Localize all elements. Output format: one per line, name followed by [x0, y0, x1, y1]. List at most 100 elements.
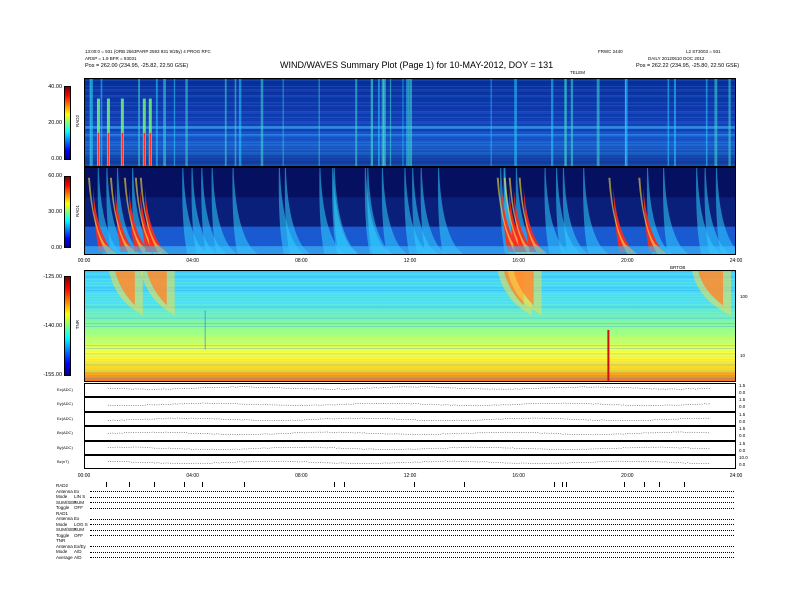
tnr-spectrogram	[84, 270, 736, 382]
mode-row-track	[90, 529, 734, 531]
tnr-tick-top: -125.00	[43, 274, 62, 280]
mode-group-title: TNR	[56, 538, 66, 543]
event-mark	[129, 482, 130, 487]
header-right-line3: Pos = 262.22 (234.95, -25.80, 22.50 GSE)	[636, 63, 740, 69]
event-mark	[154, 482, 155, 487]
strip-panel	[84, 440, 736, 455]
strip-right-tick: 1.5	[739, 426, 746, 432]
rad2-spectrogram	[84, 78, 736, 167]
mode-row-value: LIN S	[74, 494, 86, 499]
mode-row-track	[90, 557, 734, 558]
strip-right-tick: 0.0	[739, 447, 746, 453]
mode-row-value: A/D	[74, 549, 82, 554]
time-tick: 24:00	[729, 258, 743, 264]
mode-row-key: Antenna	[56, 543, 73, 549]
time-tick: 00:00	[77, 258, 91, 264]
mode-row-track	[90, 535, 734, 536]
strip-label: Bz(nT)	[57, 459, 69, 464]
strip-label: Ez(ADC)	[57, 415, 73, 421]
event-mark	[659, 482, 660, 487]
strip-label: Ex(ADC)	[57, 387, 73, 392]
tnr-label: TNR	[75, 320, 80, 330]
time-axis-bottom: 00:00 04:00 08:00 12:00 16:00 20:00 24:00	[78, 473, 743, 481]
rad1-tick-bottom: 0.00	[51, 245, 62, 251]
tnr-right-tick-100: 100	[740, 294, 748, 299]
time-axis-top: 00:00 04:00 08:00 12:00 16:00 20:00 24:00	[78, 258, 743, 266]
mode-row-track	[90, 551, 734, 553]
mode-row-track	[90, 491, 734, 492]
event-mark	[684, 482, 685, 487]
mode-row-track	[90, 502, 734, 503]
strip-trace	[107, 417, 711, 421]
strip-panel	[84, 383, 736, 398]
mode-row-value: OFF	[74, 532, 83, 538]
mode-row-key: Antenna	[56, 488, 73, 494]
mode-row-key: Antenna	[56, 516, 73, 521]
header-right-line2: DAILY 20120510 DOC 2012	[648, 56, 705, 61]
tnr-right-label: BRTOB	[670, 265, 686, 270]
mode-row-key: Toggle	[56, 532, 70, 538]
rad1-colorbar	[64, 176, 71, 248]
tnr-right-tick-10: 10	[740, 353, 746, 358]
mode-row-track	[90, 507, 734, 509]
mode-row-key: Average	[56, 554, 73, 560]
header-subtitle-small: TELEM	[570, 70, 586, 75]
event-mark	[566, 482, 567, 487]
mode-row-value: A/D	[74, 554, 82, 560]
strip-right-tick: 1.5	[739, 411, 746, 417]
time-tick: 04:00	[186, 473, 199, 479]
mode-row-value: SUM	[74, 527, 84, 532]
time-tick: 16:00	[512, 258, 525, 264]
rad1-tick-top: 60.00	[48, 173, 62, 179]
mode-row-track	[90, 524, 734, 525]
tnr-tick-mid: -140.00	[43, 323, 62, 329]
time-tick: 00:00	[77, 473, 91, 479]
event-mark	[244, 482, 245, 487]
time-tick: 24:00	[729, 473, 743, 479]
rad1-spectrogram	[84, 167, 736, 255]
event-mark	[644, 482, 645, 487]
strip-right-tick: 0.0	[739, 433, 746, 439]
time-tick: 20:00	[621, 258, 634, 264]
page-title: WIND/WAVES Summary Plot (Page 1) for 10-…	[280, 60, 554, 70]
mode-row-value: SUM	[74, 499, 84, 505]
strip-right-tick: 0.0	[739, 390, 746, 395]
rad2-tick-bottom: 0.00	[51, 156, 62, 162]
event-mark	[562, 482, 563, 487]
mode-group-title: RAD1	[56, 510, 69, 516]
strip-trace	[107, 446, 711, 450]
mode-row-key: Mode	[56, 549, 68, 554]
event-mark	[554, 482, 555, 487]
rad1-tick-mid: 30.00	[48, 209, 62, 215]
time-tick: 12:00	[403, 473, 417, 479]
rad2-label: RAD2	[75, 115, 80, 128]
rad2-tick-mid: 20.00	[48, 120, 62, 126]
strip-right-tick: 1.5	[739, 383, 746, 388]
event-mark	[184, 482, 185, 487]
time-tick: 08:00	[295, 473, 308, 479]
strip-label: By(ADC)	[57, 444, 73, 450]
strip-right-tick: 1.5	[739, 397, 746, 403]
mode-row-key: SUM/SEP	[56, 499, 77, 505]
mode-row-track	[90, 518, 734, 520]
strip-panel	[84, 397, 736, 412]
time-tick: 08:00	[295, 258, 308, 264]
strip-right-tick: 1.5	[739, 440, 746, 446]
mode-row-value: Ex	[74, 488, 80, 494]
strip-right-tick: 10.0	[739, 455, 748, 460]
rad2-colorbar	[64, 86, 71, 160]
mode-row-track	[90, 546, 734, 547]
header-center-small: FRWC 2440	[598, 49, 623, 54]
strip-right-tick: 0.0	[739, 462, 746, 467]
strip-label: Ey(ADC)	[57, 401, 73, 407]
event-mark	[414, 482, 415, 487]
event-mark	[106, 482, 107, 487]
mode-group-title: RAD2	[56, 483, 69, 488]
header-right-line1: L2 ST3003 = 931	[686, 49, 721, 54]
header-left-line2: ARSP = 1.9 BFR = 93031	[85, 56, 137, 61]
strip-panel	[84, 411, 736, 427]
tnr-tick-bottom: -155.00	[43, 372, 62, 378]
strip-trace	[107, 386, 711, 390]
event-mark	[464, 482, 465, 487]
strip-right-tick: 0.0	[739, 418, 746, 424]
